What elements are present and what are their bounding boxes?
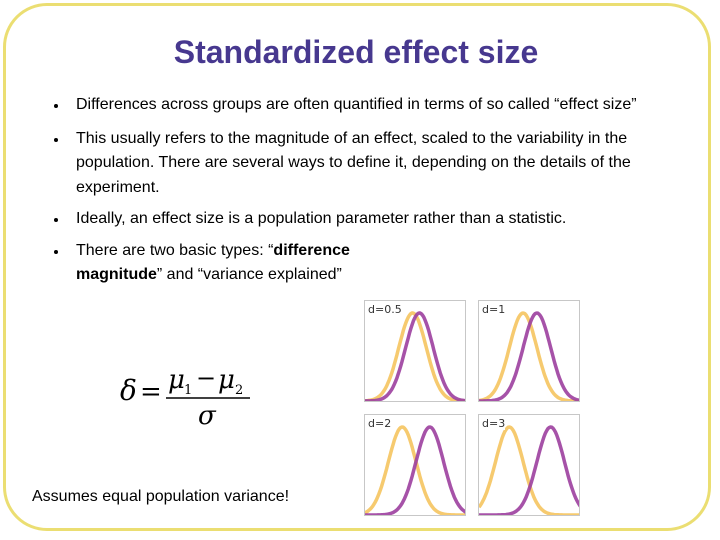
panel-label: d=0.5 <box>368 303 402 316</box>
bullet-dot-icon <box>54 218 58 222</box>
curve-group-b <box>365 425 465 515</box>
bullet-text-suffix: ” and “variance explained” <box>156 266 342 283</box>
bullet-text: Differences across groups are often quan… <box>76 96 637 113</box>
panel-d-3: d=3 <box>478 414 580 516</box>
formula-minus: − <box>196 364 216 392</box>
curve-group-a <box>479 425 579 515</box>
bullet-text-prefix: There are two basic types: “ <box>76 241 274 259</box>
bullet-list: Differences across groups are often quan… <box>46 93 666 288</box>
curve-group-a <box>365 311 465 401</box>
panel-d-1: d=1 <box>478 300 580 402</box>
bullet-item: Differences across groups are often quan… <box>46 93 666 118</box>
formula-mu1-sub: 1 <box>184 383 192 398</box>
panel-label: d=2 <box>368 417 392 430</box>
bullet-item: Ideally, an effect size is a population … <box>46 207 666 232</box>
panel-label: d=3 <box>482 417 506 430</box>
bullet-text: Ideally, an effect size is a population … <box>76 210 567 227</box>
formula-mu1: μ <box>168 365 185 395</box>
slide-frame <box>3 3 711 531</box>
formula-sigma: σ <box>198 401 217 430</box>
effect-size-panels: d=0.5 d=1 d=2 d=3 <box>364 300 582 520</box>
panel-d-0-5: d=0.5 <box>364 300 466 402</box>
bullet-text: This usually refers to the magnitude of … <box>76 129 631 196</box>
effect-size-formula: δ = μ 1 − μ 2 σ <box>118 360 258 430</box>
curve-group-b <box>365 311 465 401</box>
curve-group-a <box>365 425 465 515</box>
bullet-dot-icon <box>54 137 58 142</box>
formula-mu2: μ <box>218 365 235 395</box>
formula-equals: = <box>140 377 162 407</box>
bullet-text-bold: difference magnitude <box>76 241 350 284</box>
formula-delta: δ <box>120 374 137 407</box>
bullet-item: This usually refers to the magnitude of … <box>46 127 666 201</box>
panel-d-2: d=2 <box>364 414 466 516</box>
slide-title: Standardized effect size <box>173 34 539 70</box>
panel-label: d=1 <box>482 303 506 316</box>
curve-group-b <box>479 425 579 515</box>
footnote: Assumes equal population variance! <box>32 488 290 505</box>
bullet-dot-icon <box>54 104 58 108</box>
formula-mu2-sub: 2 <box>235 383 243 398</box>
bullet-item: There are two basic types: “difference m… <box>46 239 361 288</box>
bullet-dot-icon <box>54 249 58 254</box>
curve-group-b <box>479 311 579 401</box>
